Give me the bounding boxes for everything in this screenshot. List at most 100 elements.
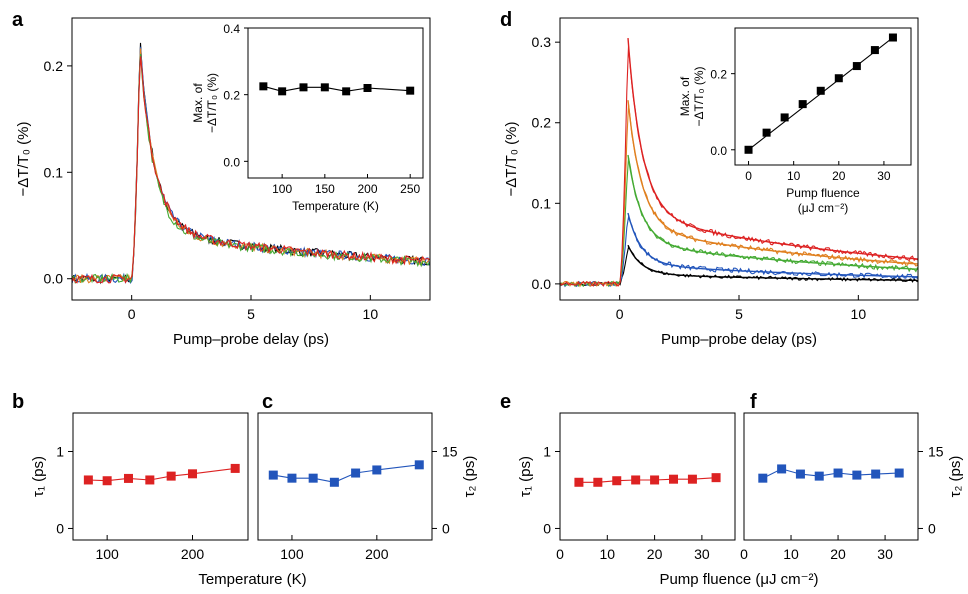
panel-a-inset-marker: [320, 83, 329, 92]
panel-d-xtick-label: 10: [851, 306, 867, 322]
panel-d: 0 5 10 0.0 0.1 0.2 0.3 Pump–probe delay (ps) −ΔT…: [500, 9, 919, 348]
panel-a-inset-xtick-label: 200: [357, 182, 377, 196]
panel-f-xtick-label: 30: [877, 546, 893, 562]
panel-e-series-0-marker: [574, 477, 584, 487]
panel-d-inset-xtick-label: 10: [787, 169, 801, 183]
panel-d-ytick-label: 0.0: [532, 276, 552, 292]
panel-f-series-0-marker: [871, 469, 881, 479]
panel-d-inset-frame: [734, 27, 912, 166]
panel-a-inset-background: [248, 28, 423, 178]
panel-c-letter: c: [262, 391, 273, 413]
panel-a-inset-xtick-label: 100: [272, 182, 292, 196]
panel-f-series-0-marker: [758, 473, 768, 483]
panel-e-series-0-marker: [631, 475, 641, 485]
panel-b-ytick-label: 0: [56, 520, 64, 536]
panel-e-series-0-marker: [711, 473, 721, 483]
panel-d-series-3-fit: [627, 100, 918, 265]
panel-a: 0 5 10 0.0 0.1 0.2 Pump–probe delay (ps) −ΔT/T₀…: [12, 9, 431, 348]
panel-d-series-2-trace: [560, 157, 918, 288]
panel-a-ylabel: −ΔT/T₀ (%): [15, 122, 32, 197]
panel-b-series-0-marker: [188, 469, 198, 479]
panel-e-series-0-marker: [612, 476, 622, 486]
panel-c-xtick-label: 100: [280, 546, 304, 562]
panel-f-series-0-marker: [894, 468, 904, 478]
panel-a-inset-xlabel: Temperature (K): [292, 199, 379, 213]
panel-b-series-0-marker: [166, 471, 176, 481]
panel-b: 100 200 0 1 τ₁ (ps) b: [12, 391, 249, 562]
panel-d-ytick-label: 0.3: [532, 34, 552, 50]
panel-a-xlabel: Pump–probe delay (ps): [173, 331, 329, 348]
panel-e-ytick-label: 1: [543, 443, 551, 459]
panel-d-series-2-fit: [627, 154, 918, 270]
panel-f-ylabel: τ₂ (ps): [947, 456, 964, 498]
panel-e-series-0-marker: [593, 477, 603, 487]
panel-a-inset-marker: [363, 84, 372, 92]
panel-d-inset-ylabel-line2: −ΔT/T₀ (%): [692, 67, 706, 127]
panel-d-ytick-label: 0.1: [532, 195, 552, 211]
panel-f-ytick-label: 0: [928, 520, 936, 536]
panel-b-series-0-marker: [230, 463, 240, 473]
panel-d-inset: 0 10 20 30 0.0 0.2 Pump fluence(μJ cm⁻²) Max. o…: [678, 27, 912, 215]
panel-a-inset-marker: [299, 83, 308, 92]
panel-c-ytick-label: 15: [442, 443, 458, 459]
panel-a-inset-frame: [247, 27, 424, 179]
panel-f-series-0-marker: [814, 471, 824, 481]
panel-a-series-4-trace: [72, 56, 430, 284]
panel-a-inset-ytick-label: 0.2: [223, 89, 240, 103]
panel-e: 0 10 20 30 0 1 τ₁ (ps) e: [500, 391, 736, 562]
panel-d-plot-area: [560, 38, 918, 288]
panel-a-inset-ytick-label: 0.4: [223, 22, 240, 36]
panel-c-series-0-marker: [308, 473, 318, 483]
panel-d-inset-marker: [816, 86, 825, 95]
panel-b-series-0-marker: [102, 476, 112, 486]
panel-e-series-0-marker: [650, 475, 660, 485]
panel-d-xtick-label: 5: [735, 306, 743, 322]
panel-d-inset-ytick-label: 0.2: [710, 68, 727, 82]
panel-d-series-4-fit: [627, 38, 918, 260]
panel-d-series-0-fit: [627, 244, 918, 282]
panel-c-xtick-label: 200: [365, 546, 389, 562]
panel-f-series-0-marker: [852, 470, 862, 480]
panel-a-series-3-trace: [72, 53, 430, 284]
panel-e-xtick-label: 0: [556, 546, 564, 562]
panel-d-inset-marker: [834, 74, 843, 83]
panel-f-frame: [743, 412, 919, 541]
panel-d-inset-marker: [888, 33, 897, 42]
panel-e-xtick-label: 10: [600, 546, 616, 562]
panel-d-ytick-label: 0.2: [532, 115, 552, 131]
panel-e-xtick-label: 20: [647, 546, 663, 562]
panel-b-series-0-marker: [145, 475, 155, 485]
panel-c-series-0-marker: [268, 470, 278, 480]
panel-e-xtick-label: 30: [694, 546, 710, 562]
panel-d-inset-xlabel-line1: Pump fluence: [786, 186, 860, 200]
panel-a-inset-marker: [259, 82, 268, 91]
panel-f-ytick-label: 15: [928, 443, 944, 459]
panel-f-xtick-label: 20: [830, 546, 846, 562]
panel-c-series-0-marker: [414, 460, 424, 470]
panel-c-frame: [257, 412, 433, 541]
panel-a-xtick-label: 5: [247, 306, 255, 322]
panel-d-inset-marker: [780, 113, 789, 122]
panel-a-ytick-label: 0.2: [44, 58, 64, 74]
panel-a-inset-xtick-label: 250: [400, 182, 420, 196]
panel-b-xtick-label: 100: [95, 546, 119, 562]
panel-c-ytick-label: 0: [442, 520, 450, 536]
panel-a-plot-area: [72, 42, 430, 285]
panel-c-series-0-marker: [372, 465, 382, 475]
panel-a-inset: 100 150 200 250 0.0 0.2 0.4 Temperature (K) Max.…: [191, 22, 424, 213]
panel-a-inset-ytick-label: 0.0: [223, 155, 240, 169]
panel-a-inset-marker: [342, 87, 351, 96]
panel-d-inset-marker: [870, 46, 879, 55]
panel-b-ytick-label: 1: [56, 443, 64, 459]
panel-b-ylabel: τ₁ (ps): [30, 456, 47, 497]
panel-f-letter: f: [750, 391, 757, 413]
panel-f-series-0-marker: [777, 464, 787, 474]
panel-d-xlabel: Pump–probe delay (ps): [661, 331, 817, 348]
panel-a-inset-marker: [406, 86, 415, 95]
panel-b-xtick-label: 200: [181, 546, 205, 562]
panel-d-inset-marker: [744, 145, 753, 154]
panel-a-inset-xtick-label: 150: [315, 182, 335, 196]
panel-e-series-0-marker: [687, 474, 697, 484]
